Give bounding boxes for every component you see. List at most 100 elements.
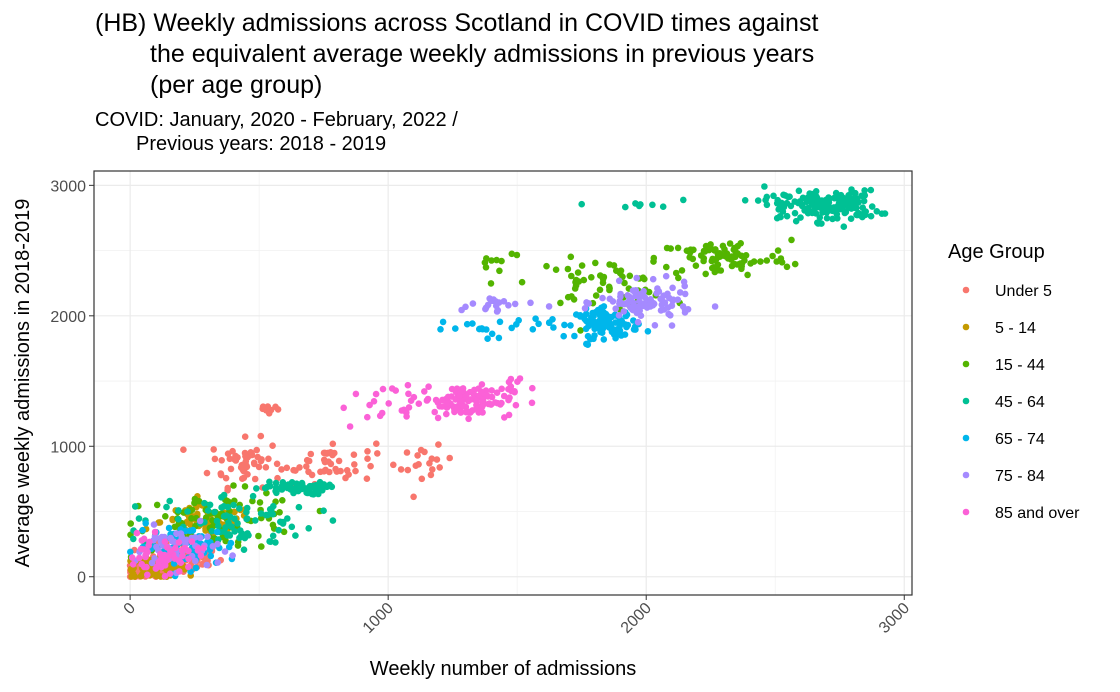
data-point [345, 471, 352, 478]
data-point [364, 448, 371, 455]
data-point [702, 270, 709, 278]
data-point [405, 390, 412, 398]
data-point [350, 451, 358, 459]
data-point [434, 414, 442, 422]
data-point [267, 538, 275, 545]
data-point [427, 471, 435, 479]
data-point [272, 479, 280, 487]
data-point [421, 448, 428, 456]
data-point [421, 388, 428, 395]
data-point [404, 381, 412, 389]
data-point [465, 397, 472, 405]
data-point [144, 571, 151, 579]
data-point [264, 511, 272, 519]
data-point [488, 387, 496, 394]
data-point [240, 546, 248, 553]
data-point [528, 399, 536, 407]
data-point [251, 475, 259, 483]
data-point [288, 523, 296, 531]
data-point [485, 400, 492, 408]
data-point [498, 257, 505, 265]
data-point [283, 464, 291, 472]
data-point [388, 385, 396, 392]
data-point [501, 414, 508, 421]
data-point [592, 318, 599, 326]
data-point [162, 513, 169, 520]
data-point [220, 491, 228, 499]
data-point [443, 410, 450, 418]
legend-swatch [962, 360, 970, 368]
data-point [605, 314, 613, 321]
data-point [128, 567, 135, 575]
data-point [493, 389, 501, 397]
data-point [583, 299, 590, 306]
data-point [163, 544, 171, 551]
data-point [153, 563, 161, 570]
data-point [234, 542, 242, 549]
data-point [158, 555, 165, 562]
data-point [185, 563, 192, 571]
data-point [714, 252, 722, 260]
data-point [148, 559, 156, 567]
data-point [592, 292, 600, 299]
data-point [816, 214, 824, 221]
data-point [711, 303, 719, 310]
data-point [175, 507, 182, 514]
data-point [621, 279, 628, 287]
data-point [545, 303, 553, 310]
data-point [161, 538, 169, 545]
data-point [792, 217, 800, 225]
data-point [625, 293, 633, 300]
data-point [452, 325, 459, 332]
data-point [432, 396, 440, 404]
data-points [126, 183, 889, 580]
data-point [256, 499, 264, 506]
data-point [594, 324, 602, 332]
data-point [264, 403, 272, 410]
data-point [295, 503, 303, 511]
series-points [130, 183, 889, 553]
data-point [616, 318, 623, 326]
data-point [261, 484, 269, 492]
data-point [786, 193, 793, 200]
data-point [557, 299, 564, 307]
data-point [633, 274, 640, 282]
data-point [412, 462, 420, 470]
data-point [803, 198, 810, 206]
x-tick-label: 2000 [618, 600, 655, 637]
data-point [133, 529, 141, 537]
data-point [192, 564, 200, 572]
data-point [446, 454, 454, 462]
data-point [578, 200, 585, 208]
data-point [645, 288, 653, 296]
data-point [763, 257, 771, 264]
data-point [197, 552, 205, 559]
legend-swatch [962, 508, 970, 516]
data-point [128, 554, 136, 561]
data-point [209, 543, 217, 550]
data-point [269, 442, 276, 450]
data-point [403, 449, 411, 456]
data-point [270, 502, 277, 510]
data-point [867, 212, 875, 220]
data-point [842, 198, 850, 206]
x-tick-label: 1000 [360, 600, 397, 637]
data-point [852, 189, 859, 197]
data-point [659, 203, 667, 210]
data-point [424, 395, 432, 403]
data-point [280, 528, 288, 536]
data-point [433, 456, 441, 463]
data-point [701, 248, 708, 255]
data-point [837, 199, 844, 207]
data-point [418, 475, 426, 483]
data-point [259, 403, 267, 411]
data-point [484, 335, 491, 343]
legend-label: 65 - 74 [995, 431, 1045, 448]
data-point [532, 315, 539, 323]
data-point [257, 432, 265, 440]
data-point [225, 543, 233, 551]
data-point [197, 534, 204, 542]
data-point [650, 258, 657, 265]
data-point [236, 505, 243, 512]
data-point [632, 200, 639, 207]
